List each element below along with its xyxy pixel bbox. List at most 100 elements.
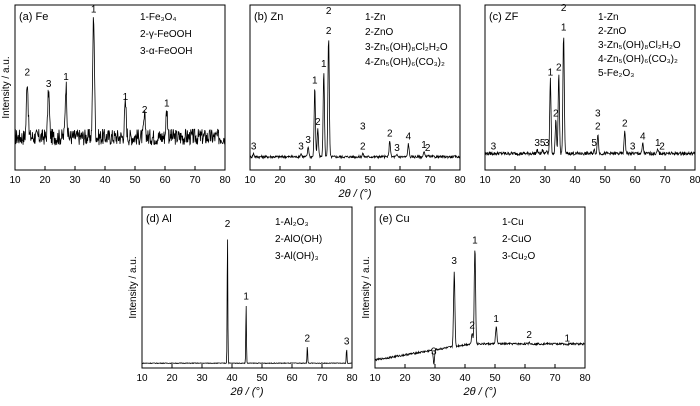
peak-label: 2 <box>553 109 559 120</box>
panel-label: (b) Zn <box>254 11 283 23</box>
peak-label: 3 <box>394 143 400 154</box>
x-tick-label: 60 <box>629 175 641 186</box>
peak-label: 3 <box>595 109 601 120</box>
legend-entry: 2-ZnO <box>598 26 627 37</box>
peak-label: 3 <box>46 79 52 90</box>
x-tick-label: 10 <box>9 175 21 186</box>
legend-entry: 3-Cu₂O <box>502 251 536 262</box>
x-tick-label: 10 <box>136 373 148 384</box>
x-tick-label: 80 <box>689 175 700 186</box>
xrd-panel-5: 10 20 30 40 50 60 70 80 2θ / (°) Intensity / a.u.… <box>361 206 591 398</box>
peak-label: 2 <box>142 105 148 116</box>
peak-label: 1 <box>655 138 661 149</box>
legend-entry: 1-Cu <box>502 217 524 228</box>
legend-entry: 4-Zn₅(OH)₆(CO₃)₂ <box>598 54 678 65</box>
panel-label: (c) ZF <box>489 11 519 23</box>
plot-frame <box>141 206 353 369</box>
peak-label: 3 <box>491 142 497 153</box>
peak-label: 1 <box>321 59 327 70</box>
peak-label: 4 <box>406 132 412 143</box>
peak-label: 2 <box>326 26 332 37</box>
peak-label: 5 <box>591 138 597 149</box>
x-tick-label: 80 <box>219 175 231 186</box>
peak-label: 2 <box>622 118 628 129</box>
peak-label: 1 <box>91 5 97 16</box>
x-axis-label: 2θ / (°) <box>463 386 497 398</box>
plot-frame <box>484 4 696 171</box>
x-tick-label: 30 <box>429 373 441 384</box>
y-axis-label: Intensity / a.u. <box>128 256 139 318</box>
x-tick-label: 40 <box>459 373 471 384</box>
peak-label: 2 <box>387 128 393 139</box>
peak-label: 3 <box>534 138 540 149</box>
diffraction-trace <box>249 40 461 160</box>
x-axis-label: 2θ / (°) <box>230 386 264 398</box>
x-tick-label: 50 <box>129 175 141 186</box>
x-tick-label: 60 <box>519 373 531 384</box>
peak-label: 1 <box>565 333 571 344</box>
x-tick-label: 10 <box>369 373 381 384</box>
x-tick-label: 60 <box>394 175 406 186</box>
x-tick-label: 30 <box>539 175 551 186</box>
peak-label: 2 <box>595 122 601 133</box>
x-tick-label: 20 <box>399 373 411 384</box>
xrd-panel-2: 10 20 30 40 50 60 70 80 2θ / (°) (b) Zn 1-Zn 2-ZnO 3… <box>244 4 466 200</box>
x-tick-label: 50 <box>364 175 376 186</box>
legend-entry: 2-ZnO <box>365 27 394 38</box>
x-tick-label: 70 <box>189 175 201 186</box>
legend-entry: 3-Zn₅(OH)₈Cl₂H₂O <box>365 42 448 53</box>
plot-frame <box>374 206 586 369</box>
peak-label: 2 <box>561 3 567 14</box>
x-tick-label: 20 <box>274 175 286 186</box>
x-tick-label: 50 <box>489 373 501 384</box>
peak-label: 2 <box>425 143 431 154</box>
y-axis-label: Intensity / a.u. <box>1 56 12 118</box>
peak-label: 1 <box>548 67 554 78</box>
peak-label: 1 <box>63 72 69 83</box>
x-tick-label: 70 <box>424 175 436 186</box>
peak-label: 5 <box>540 138 546 149</box>
legend-entry: 5-Fe₂O₃ <box>598 68 634 79</box>
legend-entry: 2-CuO <box>502 234 532 245</box>
legend-entry: 1-Zn <box>365 12 386 23</box>
x-tick-label: 60 <box>286 373 298 384</box>
x-tick-label: 30 <box>304 175 316 186</box>
peak-label: 3 <box>544 138 550 149</box>
peak-label: 3 <box>305 135 311 146</box>
peak-label: 4 <box>640 132 646 143</box>
diffraction-trace <box>142 239 353 365</box>
legend-entry: 1-Al₂O₃ <box>275 217 309 228</box>
x-tick-label: 20 <box>166 373 178 384</box>
peak-label: 2 <box>326 6 332 17</box>
peak-label: 3 <box>431 346 437 357</box>
legend-entry: 2-AlO(OH) <box>275 234 322 245</box>
xrd-panel-3: 10 20 30 40 50 60 70 80 (c) ZF 1-Zn 2-ZnO 3-Zn₅(OH)… <box>479 3 700 186</box>
peak-label: 2 <box>305 333 311 344</box>
peak-label: 1 <box>164 99 170 110</box>
peak-label: 2 <box>526 330 532 341</box>
diffraction-trace <box>14 17 226 146</box>
x-tick-label: 30 <box>69 175 81 186</box>
peak-label: 1 <box>493 314 499 325</box>
x-tick-label: 50 <box>256 373 268 384</box>
peak-label: 2 <box>315 117 321 128</box>
peak-label: 3 <box>630 142 636 153</box>
legend-entry: 2-γ-FeOOH <box>140 29 192 40</box>
peak-label: 3 <box>251 142 257 153</box>
peak-label: 2 <box>469 321 475 332</box>
peak-label: 1 <box>561 23 567 34</box>
x-tick-label: 70 <box>316 373 328 384</box>
x-tick-label: 40 <box>569 175 581 186</box>
peak-label: 1 <box>243 292 249 303</box>
x-tick-label: 80 <box>346 373 358 384</box>
x-tick-label: 10 <box>479 175 491 186</box>
x-tick-label: 20 <box>509 175 521 186</box>
x-tick-label: 80 <box>579 373 591 384</box>
plot-frame <box>249 4 461 171</box>
diffraction-trace <box>374 250 586 365</box>
peak-label: 3 <box>298 142 304 153</box>
x-tick-label: 40 <box>99 175 111 186</box>
peak-label: 2 <box>25 67 31 78</box>
x-tick-label: 20 <box>39 175 51 186</box>
